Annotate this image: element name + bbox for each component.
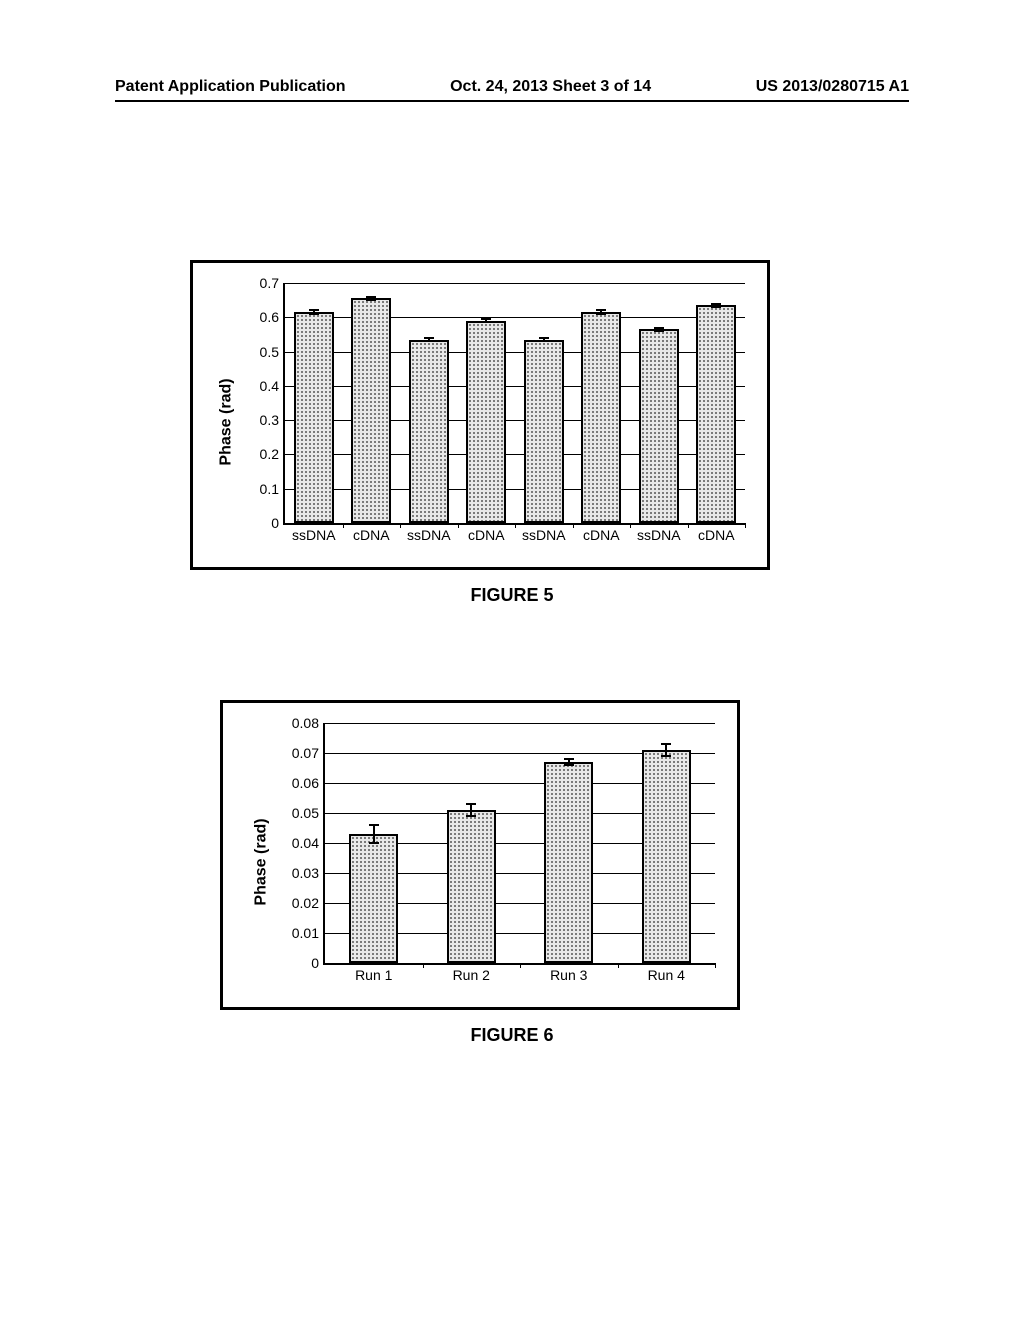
bar — [466, 321, 506, 523]
figure-6-caption: FIGURE 6 — [0, 1025, 1024, 1046]
xtick-label: cDNA — [583, 523, 620, 543]
error-cap — [596, 309, 606, 311]
error-cap — [539, 340, 549, 342]
ytick-label: 0 — [311, 955, 325, 971]
error-cap — [661, 743, 671, 745]
ytick-label: 0.1 — [260, 481, 285, 497]
ytick-label: 0.3 — [260, 412, 285, 428]
figure-6-plot: 00.010.020.030.040.050.060.070.08Run 1Ru… — [323, 723, 715, 965]
error-cap — [711, 303, 721, 305]
error-cap — [539, 337, 549, 339]
error-cap — [596, 313, 606, 315]
header-center: Oct. 24, 2013 Sheet 3 of 14 — [450, 78, 651, 96]
figure-5-container: Phase (rad) 00.10.20.30.40.50.60.7ssDNAc… — [190, 260, 770, 570]
xtick-mark — [343, 523, 344, 528]
bar — [294, 312, 334, 523]
xtick-mark — [400, 523, 401, 528]
error-cap — [309, 313, 319, 315]
error-cap — [711, 306, 721, 308]
ytick-label: 0.03 — [292, 865, 325, 881]
ytick-label: 0.02 — [292, 895, 325, 911]
bar — [349, 834, 398, 963]
error-cap — [564, 758, 574, 760]
error-cap — [424, 340, 434, 342]
bar — [447, 810, 496, 963]
error-bar — [373, 825, 375, 843]
ytick-label: 0.4 — [260, 378, 285, 394]
error-cap — [654, 327, 664, 329]
error-cap — [661, 755, 671, 757]
xtick-mark — [458, 523, 459, 528]
error-cap — [369, 824, 379, 826]
error-cap — [366, 299, 376, 301]
figure-5-plot: 00.10.20.30.40.50.60.7ssDNAcDNAssDNAcDNA… — [283, 283, 745, 525]
xtick-mark — [688, 523, 689, 528]
error-cap — [481, 318, 491, 320]
xtick-label: Run 4 — [648, 963, 685, 983]
ytick-label: 0.5 — [260, 344, 285, 360]
figure-5-ylabel: Phase (rad) — [218, 378, 236, 465]
xtick-label: Run 1 — [355, 963, 392, 983]
header-rule — [115, 100, 909, 102]
bar — [642, 750, 691, 963]
bar — [524, 340, 564, 523]
xtick-mark — [630, 523, 631, 528]
figure-6-container: Phase (rad) 00.010.020.030.040.050.060.0… — [220, 700, 740, 1010]
bar — [544, 762, 593, 963]
gridline — [285, 283, 745, 284]
xtick-mark — [520, 963, 521, 968]
gridline — [325, 723, 715, 724]
bar — [409, 340, 449, 523]
error-cap — [369, 842, 379, 844]
page-header: Patent Application Publication Oct. 24, … — [0, 78, 1024, 96]
ytick-label: 0.08 — [292, 715, 325, 731]
ytick-label: 0.6 — [260, 309, 285, 325]
xtick-mark — [745, 523, 746, 528]
error-cap — [654, 330, 664, 332]
xtick-mark — [423, 963, 424, 968]
error-cap — [366, 296, 376, 298]
ytick-label: 0.2 — [260, 446, 285, 462]
xtick-label: cDNA — [468, 523, 505, 543]
xtick-label: ssDNA — [522, 523, 566, 543]
xtick-mark — [618, 963, 619, 968]
bar — [351, 298, 391, 523]
bar — [696, 305, 736, 523]
ytick-label: 0 — [271, 515, 285, 531]
error-cap — [564, 764, 574, 766]
xtick-label: ssDNA — [292, 523, 336, 543]
ytick-label: 0.7 — [260, 275, 285, 291]
ytick-label: 0.01 — [292, 925, 325, 941]
bar — [639, 329, 679, 523]
ytick-label: 0.07 — [292, 745, 325, 761]
header-left: Patent Application Publication — [115, 78, 346, 96]
xtick-mark — [573, 523, 574, 528]
bar — [581, 312, 621, 523]
xtick-label: ssDNA — [407, 523, 451, 543]
error-cap — [309, 309, 319, 311]
ytick-label: 0.06 — [292, 775, 325, 791]
xtick-label: Run 2 — [453, 963, 490, 983]
xtick-label: cDNA — [353, 523, 390, 543]
header-right: US 2013/0280715 A1 — [756, 78, 909, 96]
figure-6-ylabel: Phase (rad) — [253, 818, 271, 905]
error-cap — [481, 321, 491, 323]
xtick-label: Run 3 — [550, 963, 587, 983]
ytick-label: 0.05 — [292, 805, 325, 821]
xtick-label: cDNA — [698, 523, 735, 543]
figure-5-caption: FIGURE 5 — [0, 585, 1024, 606]
error-cap — [466, 803, 476, 805]
error-cap — [424, 337, 434, 339]
ytick-label: 0.04 — [292, 835, 325, 851]
xtick-label: ssDNA — [637, 523, 681, 543]
error-cap — [466, 815, 476, 817]
xtick-mark — [715, 963, 716, 968]
xtick-mark — [515, 523, 516, 528]
